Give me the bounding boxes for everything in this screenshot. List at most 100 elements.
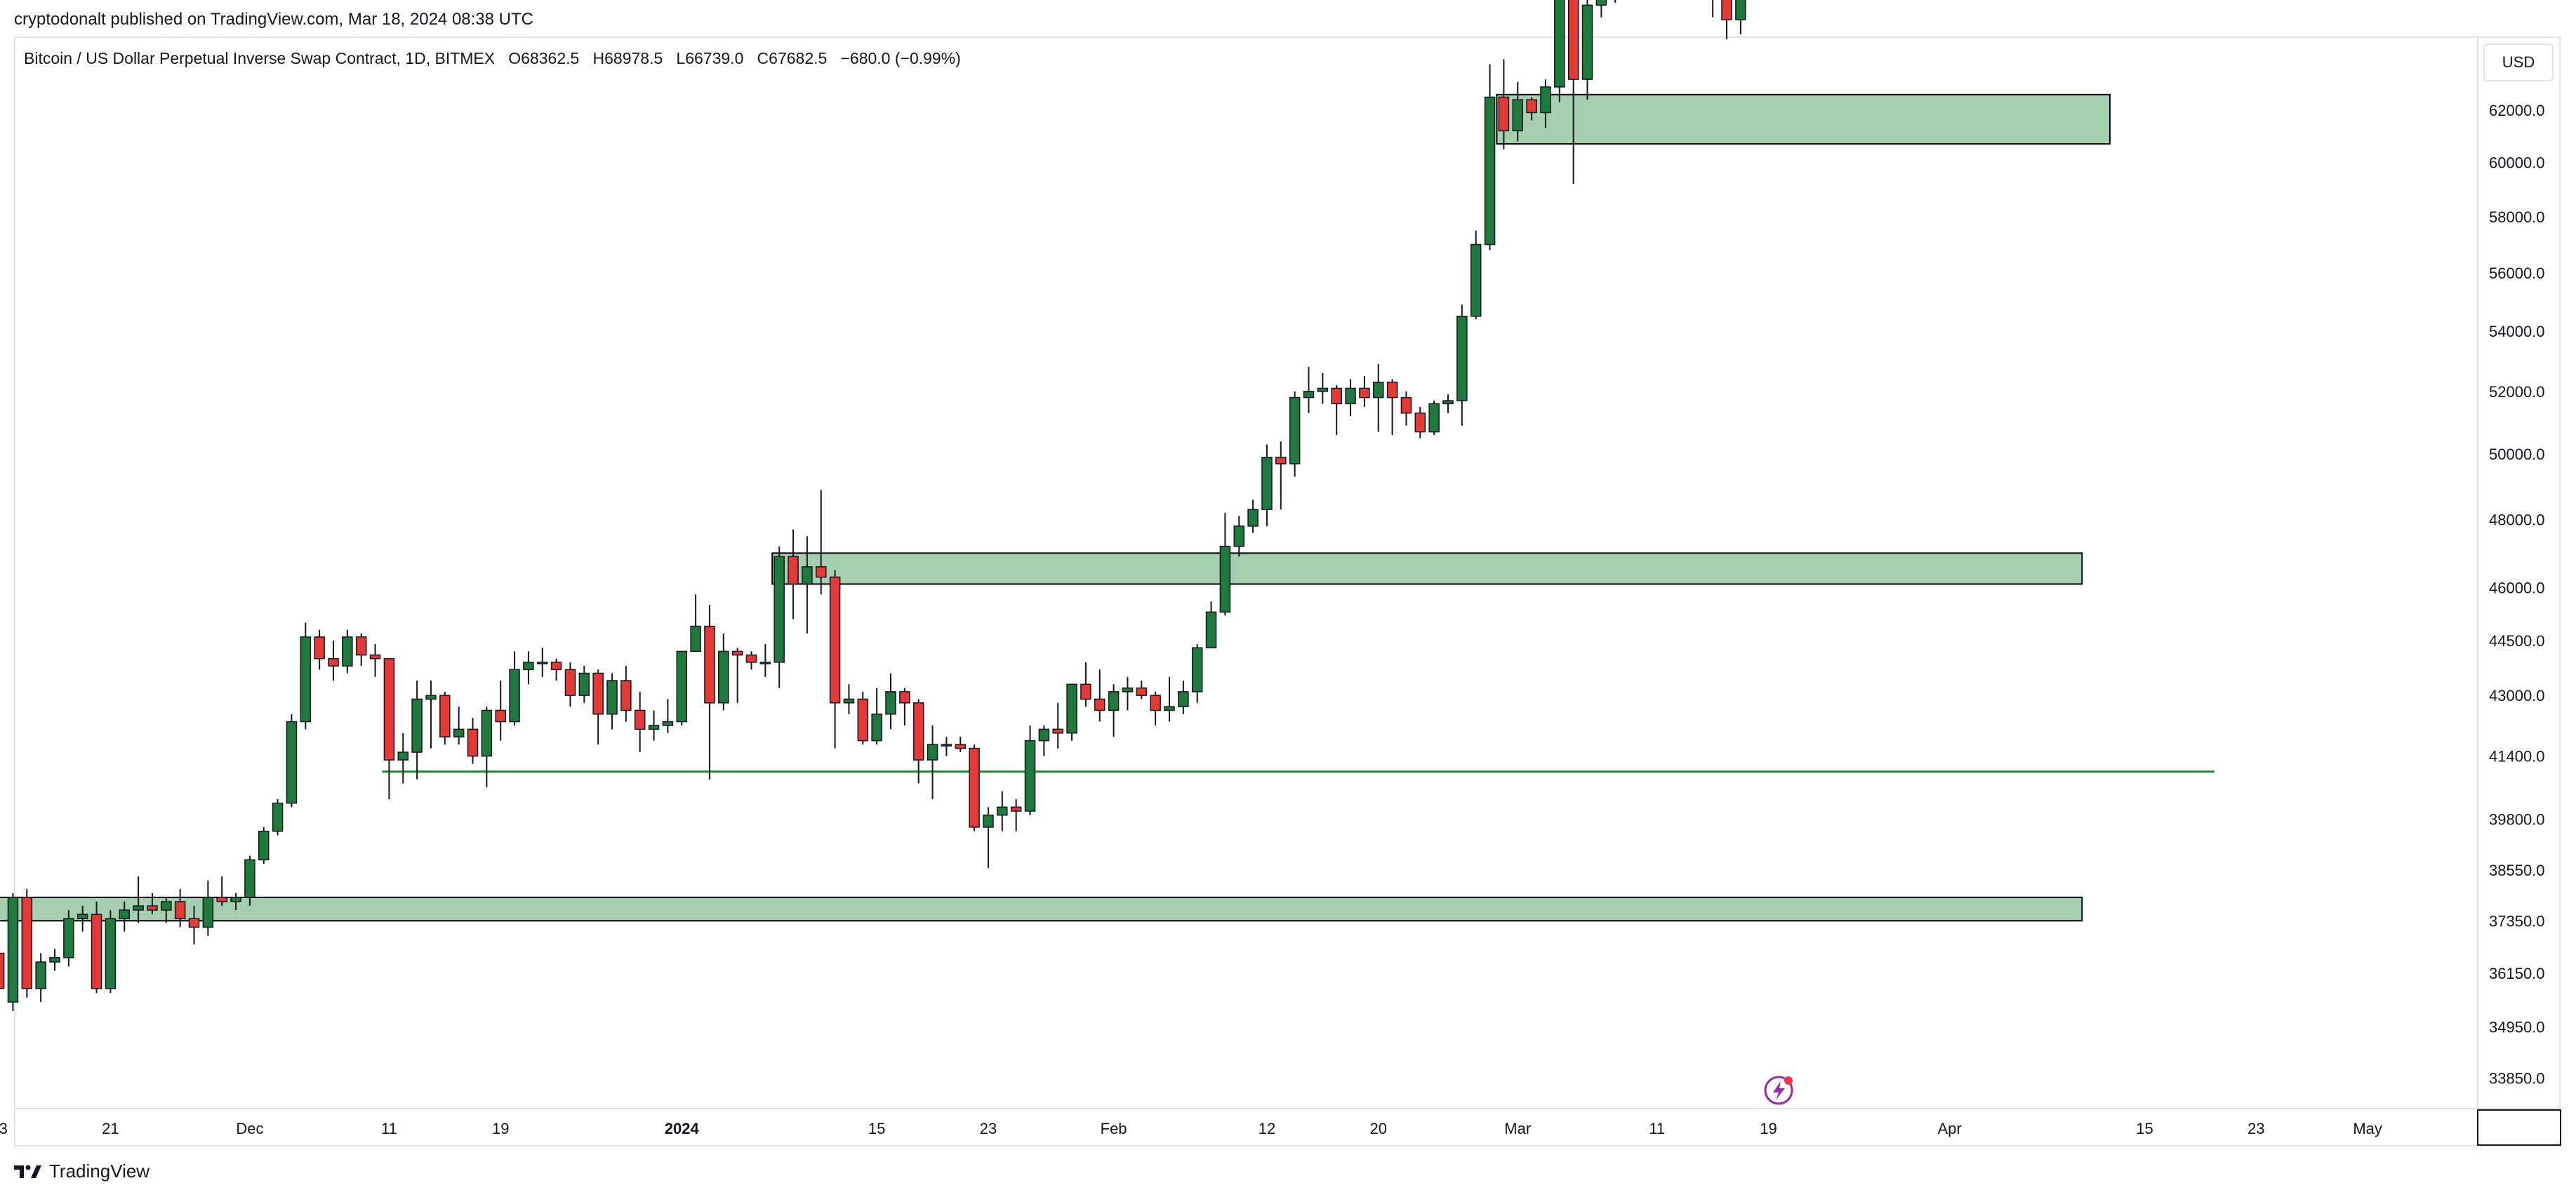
candle-body xyxy=(1178,691,1189,707)
candle-body xyxy=(885,691,896,715)
candle xyxy=(1712,0,1714,18)
candle xyxy=(77,906,88,932)
candle-body xyxy=(439,695,451,737)
x-tick-label: 20 xyxy=(1370,1120,1387,1137)
candle-body xyxy=(1024,740,1036,812)
demand-zone-3[interactable] xyxy=(0,896,2083,922)
close-value: 67682.5 xyxy=(769,49,828,67)
candle xyxy=(1345,379,1356,417)
candle xyxy=(481,707,493,788)
candle xyxy=(662,699,674,733)
y-tick-label: 44500.0 xyxy=(2489,632,2545,650)
candle-body xyxy=(35,961,46,989)
candle xyxy=(899,688,910,725)
candle xyxy=(676,650,687,725)
y-tick-label: 58000.0 xyxy=(2489,208,2545,226)
candle xyxy=(997,791,1008,831)
candle xyxy=(439,691,451,745)
candle xyxy=(1581,0,1593,100)
candle-body xyxy=(912,702,924,761)
candle-body xyxy=(1331,387,1342,405)
candle-body xyxy=(481,709,493,757)
candle xyxy=(258,827,270,864)
y-tick-label: 41400.0 xyxy=(2489,748,2545,765)
currency-button[interactable]: USD xyxy=(2483,44,2554,81)
candle xyxy=(425,681,437,749)
candle xyxy=(564,662,576,707)
x-tick-label: 21 xyxy=(102,1120,119,1137)
candle-body xyxy=(1052,728,1063,734)
axis-corner-box[interactable] xyxy=(2477,1109,2561,1146)
lightning-bolt-icon[interactable] xyxy=(1764,1076,1793,1105)
candle-body xyxy=(1164,706,1175,711)
candle xyxy=(718,633,729,711)
candle xyxy=(871,688,882,745)
candle-body xyxy=(1456,316,1468,401)
candle-body xyxy=(272,802,284,832)
candle xyxy=(1080,662,1091,707)
candle xyxy=(1317,373,1329,404)
candle xyxy=(690,594,701,653)
candle-body xyxy=(578,672,590,696)
candle-body xyxy=(147,905,158,911)
candle-body xyxy=(1498,96,1510,132)
candle xyxy=(774,546,785,688)
candle-body xyxy=(7,897,19,1003)
candle-body xyxy=(899,691,910,704)
candle-body xyxy=(1581,4,1593,80)
candle-body xyxy=(718,650,729,704)
candle-body xyxy=(244,859,255,898)
candle-body xyxy=(941,744,952,747)
candle-body xyxy=(397,751,409,761)
candle-body xyxy=(161,901,172,911)
lines-layer xyxy=(382,770,2215,773)
candle-body xyxy=(634,709,646,730)
x-tick-label: 19 xyxy=(492,1120,509,1137)
candle-body xyxy=(759,662,771,664)
candle xyxy=(829,570,841,749)
candle-body xyxy=(606,680,618,715)
candle-body xyxy=(1066,683,1077,734)
candle xyxy=(1010,798,1022,831)
candle xyxy=(1540,79,1551,128)
candle xyxy=(105,910,117,994)
candle-body xyxy=(286,721,298,804)
footer-brand[interactable]: TradingView xyxy=(14,1161,150,1182)
candle xyxy=(133,876,144,923)
candle xyxy=(816,489,827,595)
candle xyxy=(550,658,562,681)
candle xyxy=(216,876,227,907)
candle xyxy=(745,651,757,670)
x-tick-label: 13 xyxy=(0,1120,8,1137)
y-tick-label: 60000.0 xyxy=(2489,154,2545,172)
candle xyxy=(885,673,896,730)
candle xyxy=(634,691,646,753)
x-tick-label: 2024 xyxy=(665,1120,700,1137)
close-label: C xyxy=(757,49,769,67)
candle xyxy=(1554,0,1565,102)
y-tick-label: 33850.0 xyxy=(2489,1070,2545,1088)
brand-label: TradingView xyxy=(49,1161,150,1182)
y-tick-label: 39800.0 xyxy=(2489,810,2545,828)
candle-body xyxy=(927,744,938,761)
chart-frame[interactable] xyxy=(14,36,2561,1146)
candle xyxy=(1219,512,1231,616)
zones-layer xyxy=(0,93,2111,922)
candle xyxy=(1024,725,1036,815)
candle-body xyxy=(662,721,674,726)
candle-body xyxy=(1247,509,1259,527)
candle xyxy=(537,648,548,677)
candle xyxy=(1094,669,1106,722)
demand-zone-2[interactable] xyxy=(771,552,2083,585)
candle-body xyxy=(1428,403,1440,433)
candle xyxy=(1247,499,1259,533)
candle xyxy=(1303,367,1315,413)
candle xyxy=(523,651,534,685)
candle xyxy=(1373,363,1384,432)
candle-body xyxy=(620,680,632,711)
candle-body xyxy=(1512,99,1523,132)
candle-body xyxy=(1540,86,1551,114)
candle xyxy=(1261,444,1273,526)
demand-zone-1[interactable] xyxy=(1496,93,2111,145)
